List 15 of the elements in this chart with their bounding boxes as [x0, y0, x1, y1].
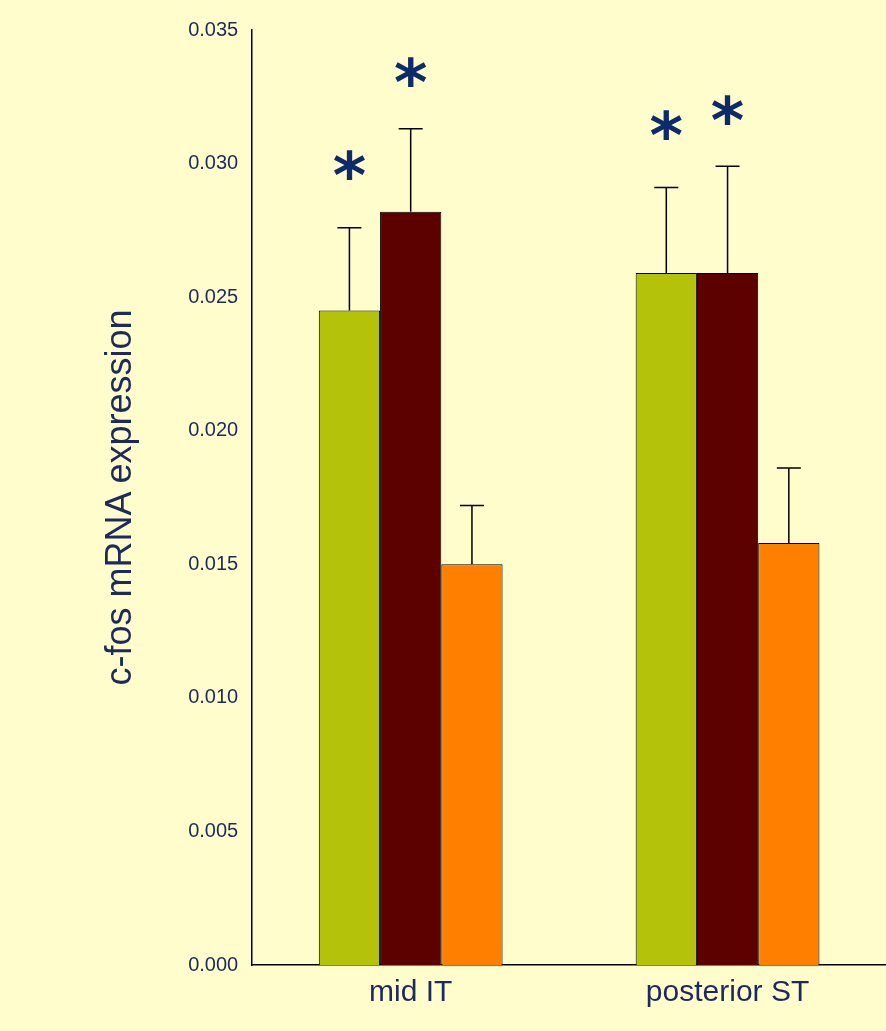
annotation: *	[649, 99, 684, 174]
y-tick-label: 0.010	[188, 685, 239, 708]
annotation: *	[710, 83, 745, 158]
y-tick-label: 0.015	[188, 551, 239, 574]
x-tick-label: posterior ST	[645, 974, 810, 1008]
y-tick-label: 0.030	[188, 151, 239, 174]
y-tick-label: 0.020	[188, 418, 239, 441]
y-tick-label: 0.035	[188, 17, 239, 40]
y-tick-label: 0.000	[188, 952, 239, 975]
y-tick-label: 0.025	[188, 284, 239, 307]
annotation: *	[332, 139, 367, 214]
y-axis-title: c-fos mRNA expression	[97, 309, 139, 686]
annotation: *	[393, 46, 428, 121]
y-tick-label: 0.005	[188, 818, 239, 841]
x-tick-label: mid IT	[369, 974, 453, 1008]
